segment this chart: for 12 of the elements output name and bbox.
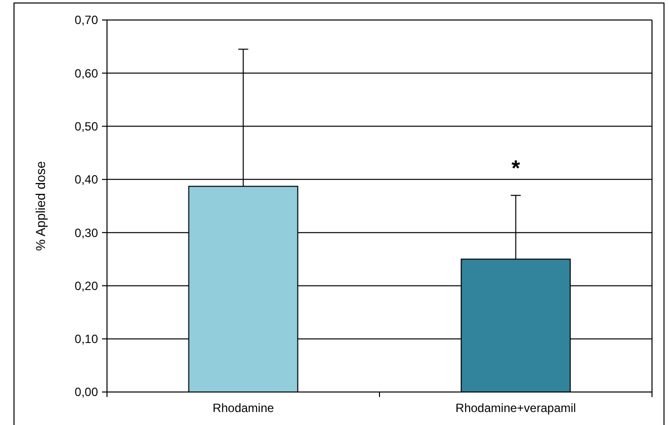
y-tick-label: 0,60 [74, 66, 98, 80]
y-tick-label: 0,20 [74, 278, 98, 293]
y-tick-label: 0,10 [74, 332, 98, 346]
y-tick-label: 0,70 [74, 13, 98, 28]
x-tick-label: Rhodamine+verapamil [456, 401, 576, 415]
y-tick-label: 0,00 [74, 385, 98, 400]
y-tick-label: 0,30 [74, 226, 98, 240]
y-axis-title: % Applied dose [33, 161, 48, 251]
x-tick-label: Rhodamine [212, 401, 274, 415]
y-tick-label: 0,50 [74, 119, 98, 134]
annotation: * [511, 155, 520, 180]
y-tick-label: 0,40 [74, 172, 98, 187]
